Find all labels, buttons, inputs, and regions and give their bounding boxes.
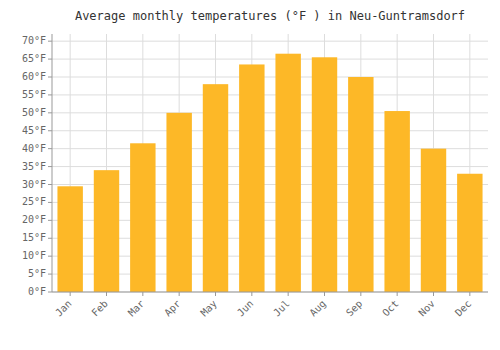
y-grid-line: [52, 59, 488, 60]
x-tick: [433, 292, 434, 296]
x-tick: [142, 292, 143, 296]
x-tick: [469, 292, 470, 296]
x-tick-label: Jan: [53, 298, 74, 319]
y-tick-label: 15°F: [22, 232, 46, 243]
y-tick-label: 70°F: [22, 35, 46, 46]
y-tick: [48, 77, 52, 78]
y-grid-line: [52, 130, 488, 131]
x-tick-label: Apr: [162, 298, 183, 319]
chart-container: Average monthly temperatures (°F ) in Ne…: [0, 0, 500, 350]
bar: [94, 170, 119, 292]
x-tick: [324, 292, 325, 296]
y-tick: [48, 292, 52, 293]
x-tick: [179, 292, 180, 296]
y-tick: [48, 112, 52, 113]
x-tick-label: Oct: [380, 298, 401, 319]
y-tick: [48, 41, 52, 42]
bar: [457, 174, 482, 292]
x-tick: [215, 292, 216, 296]
y-tick-label: 60°F: [22, 71, 46, 82]
y-tick: [48, 184, 52, 185]
x-tick-label: Sep: [344, 298, 365, 319]
bars: [57, 54, 482, 292]
y-axis: 0°F 5°F 10°F 15°F 20°F 25°F 30°F 35°F 40°F 45°F 50…: [22, 35, 52, 297]
y-tick: [48, 256, 52, 257]
x-axis-line: [52, 292, 488, 293]
bar: [130, 143, 155, 292]
x-tick-label: Feb: [89, 298, 110, 319]
bar: [203, 84, 228, 292]
y-tick-label: 45°F: [22, 125, 46, 136]
chart-svg: Average monthly temperatures (°F ) in Ne…: [0, 0, 500, 350]
y-tick: [48, 220, 52, 221]
y-grid-line: [52, 292, 488, 293]
y-tick: [48, 238, 52, 239]
y-tick-label: 30°F: [22, 179, 46, 190]
y-axis-line: [52, 34, 53, 292]
y-tick: [48, 274, 52, 275]
bar: [239, 64, 264, 292]
y-tick-label: 5°F: [28, 268, 46, 279]
y-tick-label: 10°F: [22, 250, 46, 261]
y-grid-line: [52, 77, 488, 78]
page: {"chart_data": {"type": "bar", "title": …: [0, 0, 500, 350]
y-tick-label: 55°F: [22, 89, 46, 100]
y-tick-label: 20°F: [22, 214, 46, 225]
x-tick-label: Nov: [416, 298, 437, 319]
y-tick: [48, 148, 52, 149]
y-tick: [48, 166, 52, 167]
x-tick-label: Jul: [271, 298, 292, 319]
y-tick-label: 50°F: [22, 107, 46, 118]
x-tick-label: Mar: [126, 298, 147, 319]
x-tick: [288, 292, 289, 296]
bar: [384, 111, 409, 292]
y-tick: [48, 59, 52, 60]
y-grid-line: [52, 94, 488, 95]
y-tick-label: 0°F: [28, 286, 46, 297]
grid: [52, 34, 488, 292]
y-tick-label: 35°F: [22, 161, 46, 172]
bar: [166, 113, 191, 292]
x-tick-label: Jun: [235, 298, 256, 319]
y-grid-line: [52, 112, 488, 113]
y-tick: [48, 130, 52, 131]
bar: [348, 77, 373, 292]
x-tick-label: Dec: [453, 298, 474, 319]
x-tick-label: Aug: [307, 298, 328, 319]
x-tick: [397, 292, 398, 296]
y-tick: [48, 202, 52, 203]
y-grid-line: [52, 41, 488, 42]
chart-title: Average monthly temperatures (°F ) in Ne…: [75, 9, 465, 23]
y-tick-label: 40°F: [22, 143, 46, 154]
y-tick-label: 65°F: [22, 53, 46, 64]
x-tick: [251, 292, 252, 296]
bar: [312, 57, 337, 292]
x-axis: Jan Feb Mar Apr May Jun Jul Aug Sep Oct Nov Dec: [53, 292, 473, 318]
x-tick-label: May: [198, 298, 219, 319]
bar: [57, 186, 82, 292]
x-tick: [70, 292, 71, 296]
y-tick: [48, 94, 52, 95]
bar: [275, 54, 300, 292]
x-tick: [360, 292, 361, 296]
x-tick: [106, 292, 107, 296]
bar: [421, 149, 446, 292]
y-tick-label: 25°F: [22, 196, 46, 207]
